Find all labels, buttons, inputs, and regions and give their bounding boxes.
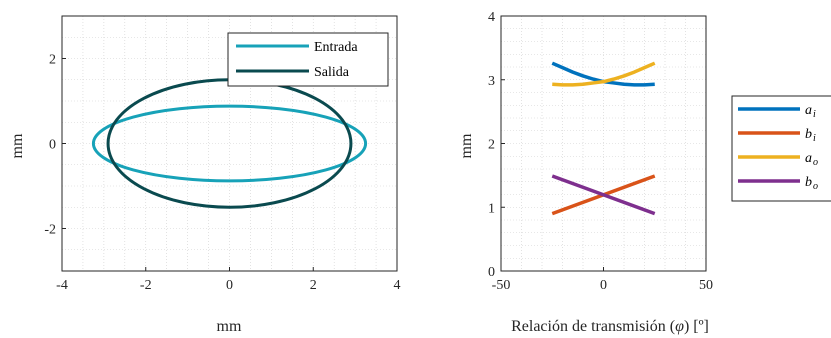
y-tick-label: 2 <box>49 53 56 68</box>
chart2-y-axis-label: mm <box>458 133 475 158</box>
x-tick-label: 2 <box>310 278 317 293</box>
y-tick-label: 0 <box>49 138 56 153</box>
x-tick-label: -4 <box>56 278 68 293</box>
legend-entrada-label: Entrada <box>314 40 358 55</box>
chart1-legend-box <box>227 32 389 87</box>
ellipse-chart: -4 -2 0 2 4 -2 0 2 mm mm Entrada Salida <box>9 15 401 335</box>
legend-b-i-label: b <box>805 127 812 142</box>
chart1-x-axis-label: mm <box>217 318 242 335</box>
chart2-x-label-text: Relación de transmisión ( <box>511 318 675 335</box>
legend-a-i-label: a <box>805 103 812 118</box>
x-tick-label: 0 <box>226 278 233 293</box>
legend-salida-label: Salida <box>314 65 350 80</box>
legend-b-o-subscript: o <box>813 181 818 192</box>
y-tick-label: 3 <box>488 74 495 89</box>
x-tick-label: 4 <box>394 278 401 293</box>
chart2-x-label-suffix: ) [º] <box>684 318 709 335</box>
y-tick-label: 0 <box>488 265 495 280</box>
chart2-x-axis-label: Relación de transmisión (φ) [º] <box>511 318 709 335</box>
series-a-o-line <box>552 61 656 87</box>
y-tick-label: 2 <box>488 138 495 153</box>
series-entrada-ellipse <box>91 104 368 183</box>
y-tick-label: -2 <box>44 223 56 238</box>
legend-a-o-label: a <box>805 151 812 166</box>
x-tick-label: 50 <box>699 278 713 293</box>
chart2-series <box>551 61 656 216</box>
x-tick-label: -50 <box>492 278 511 293</box>
x-tick-label: -2 <box>140 278 152 293</box>
series-b-o-line <box>551 174 656 216</box>
chart2-x-label-phi: φ <box>675 318 684 335</box>
y-tick-label: 1 <box>488 201 495 216</box>
x-tick-label: 0 <box>600 278 607 293</box>
chart2-grid <box>500 15 707 272</box>
chart1-y-axis-label: mm <box>9 133 26 158</box>
chart2-legend: a ib ia ob o <box>731 95 831 202</box>
chart1-legend: Entrada Salida <box>227 32 389 87</box>
y-tick-label: 4 <box>488 10 495 25</box>
chart1-ticks: -4 -2 0 2 4 -2 0 2 <box>44 53 400 294</box>
legend-a-o-subscript: o <box>813 157 818 168</box>
chart2-legend-box <box>731 95 831 202</box>
legend-b-i-subscript: i <box>813 133 816 144</box>
legend-b-o-label: b <box>805 175 812 190</box>
legend-a-i-subscript: i <box>813 109 816 120</box>
